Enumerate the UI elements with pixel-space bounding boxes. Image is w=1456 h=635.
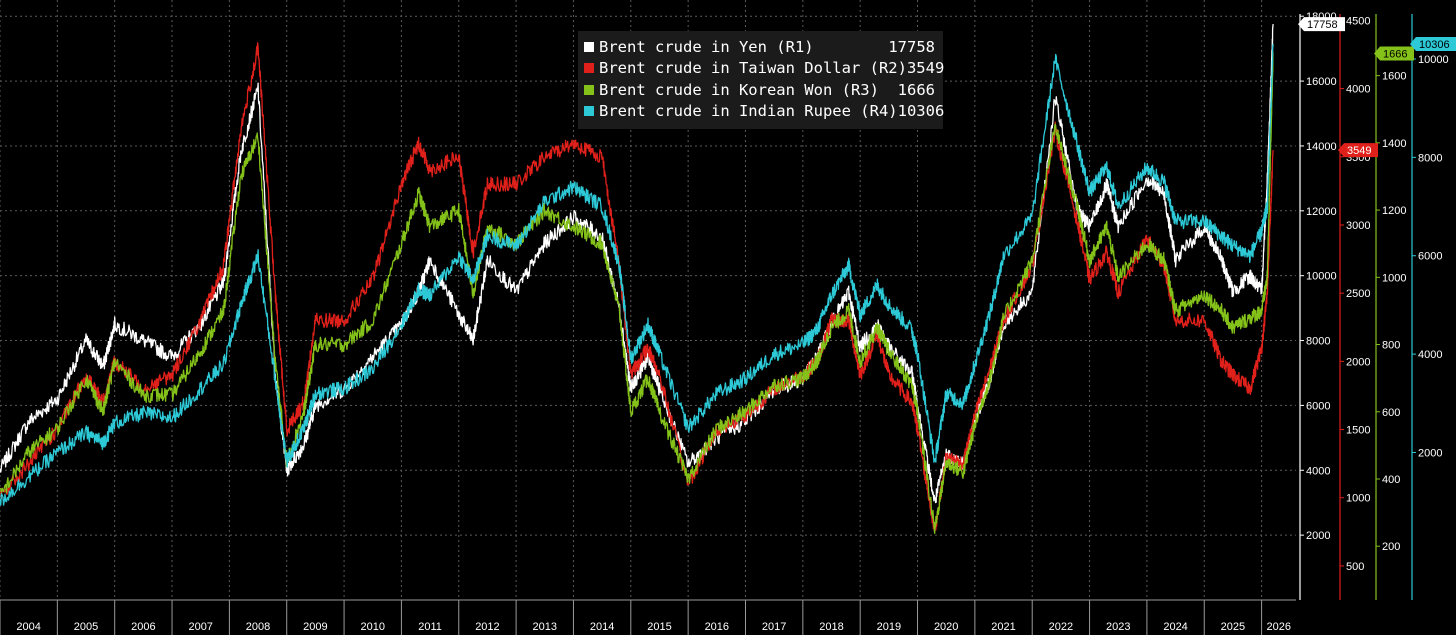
x-tick-label: 2013: [533, 621, 557, 633]
axis-tick-label: 4000: [1346, 84, 1370, 96]
legend-label: Brent crude in Yen (R1): [599, 37, 814, 56]
x-tick-label: 2015: [647, 621, 671, 633]
legend-item: Brent crude in Indian Rupee (R4) 10306: [584, 101, 944, 123]
x-tick-label: 2016: [705, 621, 729, 633]
x-tick-label: 2007: [188, 621, 212, 633]
axis-tick-label: 16000: [1306, 76, 1337, 88]
axis-tick-label: 6000: [1306, 400, 1330, 412]
axis-tick-label: 3000: [1346, 220, 1370, 232]
series-line: [0, 51, 1274, 535]
last-value-label: 3549: [1347, 145, 1371, 157]
last-value-flag: [1374, 46, 1414, 61]
x-tick-label: 2024: [1163, 621, 1187, 633]
legend-item: Brent crude in Taiwan Dollar (R2) 3549: [584, 58, 944, 80]
legend-label: Brent crude in Korean Won (R3): [599, 80, 879, 99]
axis-tick-label: 8000: [1418, 152, 1442, 164]
axis-tick-label: 2000: [1346, 356, 1370, 368]
x-tick-label: 2010: [361, 621, 385, 633]
x-tick-label: 2014: [590, 621, 614, 633]
axis-tick-label: 4500: [1346, 15, 1370, 27]
right-axes: 2000400060008000100001200014000160001800…: [1296, 0, 1456, 635]
axis-tick-label: 600: [1382, 407, 1400, 419]
legend-value: 10306: [897, 102, 945, 121]
x-axis: 2004 2005 2006 2007 2008 2009 2010 2011 2012 2013…: [0, 599, 1296, 635]
axis-tick-label: 500: [1346, 561, 1364, 573]
legend-swatch-taiwan-dollar: [584, 63, 594, 74]
legend-label: Brent crude in Indian Rupee (R4): [599, 102, 898, 121]
axis-tick-label: 2000: [1306, 530, 1330, 542]
series-layer: [0, 24, 1274, 535]
grid: [0, 0, 1296, 600]
x-tick-label: 2025: [1221, 621, 1245, 633]
legend-value: 3549: [906, 59, 945, 78]
axis-tick-label: 1000: [1382, 272, 1406, 284]
axis-tick-label: 1400: [1382, 138, 1406, 150]
series-line: [0, 42, 1274, 533]
x-axis-band: [0, 600, 1296, 635]
axis-tick-label: 1000: [1346, 493, 1370, 505]
axis-tick-label: 8000: [1306, 336, 1330, 348]
x-tick-label: 2005: [74, 621, 98, 633]
last-value-flag: [1298, 17, 1345, 32]
x-tick-label: 2019: [877, 621, 901, 633]
legend-swatch-yen: [584, 41, 594, 52]
x-tick-label: 2020: [934, 621, 958, 633]
axis-tick-label: 1500: [1346, 425, 1370, 437]
legend-swatch-korean-won: [584, 84, 594, 95]
series-line: [0, 43, 1274, 506]
x-tick-label: 2017: [762, 621, 786, 633]
axis-tick-label: 14000: [1306, 141, 1337, 153]
legend-value: 1666: [897, 80, 935, 99]
axis-tick-label: 4000: [1418, 349, 1442, 361]
legend-item: Brent crude in Korean Won (R3) 1666: [584, 79, 943, 101]
x-tick-label: 2023: [1106, 621, 1130, 633]
x-tick-label: 2026: [1267, 621, 1291, 633]
axis-tick-label: 800: [1382, 340, 1400, 352]
axis-tick-label: 2000: [1418, 447, 1442, 459]
legend-value: 17758: [888, 37, 935, 56]
last-value-flag: [1338, 143, 1378, 158]
axis-tick-label: 400: [1382, 474, 1400, 486]
x-tick-label: 2006: [131, 621, 155, 633]
axis-tick-label: 2500: [1346, 288, 1370, 300]
x-tick-label: 2004: [16, 621, 40, 633]
x-tick-label: 2018: [819, 621, 843, 633]
x-tick-label: 2009: [303, 621, 327, 633]
last-value-label: 17758: [1307, 19, 1338, 31]
legend-label: Brent crude in Taiwan Dollar (R2): [599, 59, 907, 78]
axis-tick-label: 12000: [1306, 206, 1337, 218]
axis-tick-label: 10000: [1306, 271, 1337, 283]
axis-tick-label: 1200: [1382, 205, 1406, 217]
x-tick-label: 2022: [1049, 621, 1073, 633]
x-tick-label: 2021: [991, 621, 1015, 633]
last-value-flag: [1410, 36, 1456, 51]
axis-tick-label: 1600: [1382, 71, 1406, 83]
legend-swatch-indian-rupee: [584, 106, 594, 117]
last-value-label: 10306: [1419, 39, 1450, 51]
x-tick-label: 2012: [475, 621, 499, 633]
legend-item: Brent crude in Yen (R1) 17758: [584, 36, 943, 58]
x-tick-label: 2008: [246, 621, 270, 633]
axis-tick-label: 10000: [1418, 54, 1449, 66]
x-tick-label: 2011: [418, 621, 442, 633]
axis-tick-label: 200: [1382, 541, 1400, 553]
axis-tick-label: 4000: [1306, 465, 1330, 477]
legend: Brent crude in Yen (R1) 17758 Brent crud…: [578, 31, 944, 129]
last-value-label: 1666: [1383, 48, 1407, 60]
axis-tick-label: 6000: [1418, 251, 1442, 263]
